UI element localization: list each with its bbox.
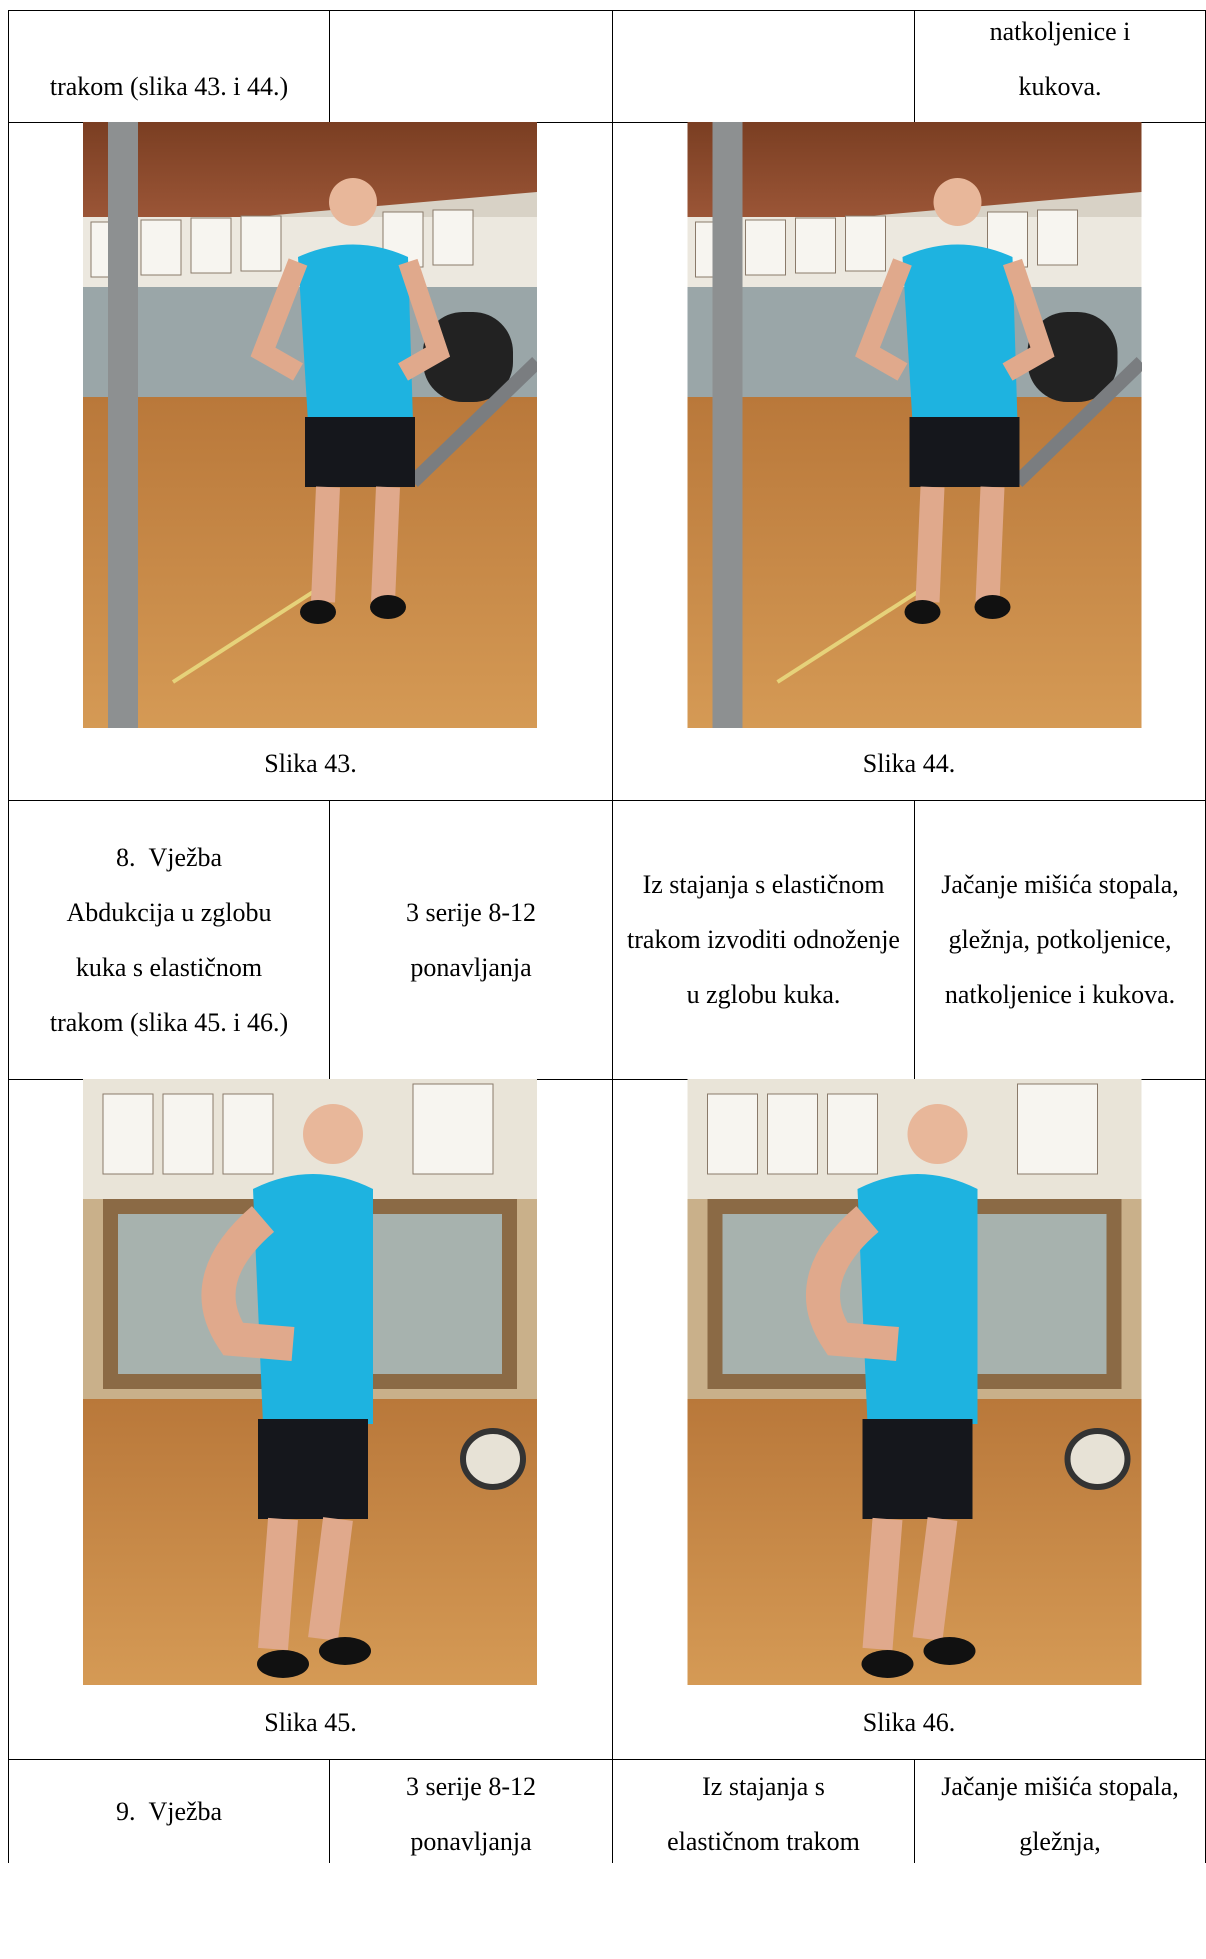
table-cell: Iz stajanja s elastičnom trakom [613,1759,914,1959]
description-text: Iz stajanja s elastičnom trakom [667,1772,860,1856]
table-rule [8,1759,1206,1760]
photo [687,122,1142,728]
table-rule [329,10,330,122]
photo-image [687,1079,1142,1685]
table-rule [8,122,1206,123]
purpose-text: Jačanje mišića stopala, gležnja, potkolj… [941,870,1179,1009]
caption: Slika 45. [264,1708,357,1737]
caption: Slika 46. [862,1708,956,1737]
photo [687,1079,1142,1685]
table-rule [914,800,915,1079]
exercise-text: trakom (slika 43. i 44.) [49,72,289,101]
photo [83,1079,537,1685]
table-rule [8,10,1206,11]
table-cell: natkoljenice i kukova. [915,0,1205,122]
photo-image [83,1079,537,1685]
table-rule [8,10,9,1863]
dosage-text: 3 serije 8-12 ponavljanja [406,1772,536,1856]
description-text: Iz stajanja s elastičnom trakom izvoditi… [627,870,900,1009]
caption: Slika 44. [862,749,956,778]
photo [83,122,537,728]
caption: Slika 43. [264,749,357,778]
exercise-block: 8. Vježba Abdukcija u zglobu kuka s elas… [43,830,295,1050]
table-rule [329,1759,330,1863]
table-cell: 8. Vježba Abdukcija u zglobu kuka s elas… [9,800,329,1079]
photo-image [687,122,1142,728]
purpose-text: natkoljenice i kukova. [989,17,1131,101]
dosage-text: 3 serije 8-12 ponavljanja [406,897,536,982]
table-cell: trakom (slika 43. i 44.) [9,0,329,122]
table-cell: Jačanje mišića stopala, gležnja, [915,1759,1205,1959]
table-rule [914,1759,915,1863]
table-rule [914,10,915,122]
table-rule [8,1079,1206,1080]
table-cell: Jačanje mišića stopala, gležnja, potkolj… [915,800,1205,1079]
exercise-number: 9. [115,1796,136,1826]
exercise-number: 8. [115,842,136,872]
exercise-name: Vježba [148,1796,223,1826]
table-rule [612,10,613,1863]
purpose-text: Jačanje mišića stopala, gležnja, [941,1772,1179,1856]
table-cell: Iz stajanja s elastičnom trakom izvoditi… [613,800,914,1079]
exercise-text: Abdukcija u zglobu kuka s elastičnom tra… [49,897,289,1037]
photo-image [83,122,537,728]
table-cell: 9. Vježba [9,1759,329,1863]
table-rule [8,800,1206,801]
table-rule [329,800,330,1079]
exercise-name: Vježba [148,842,223,872]
table-cell: 3 serije 8-12 ponavljanja [330,1759,612,1959]
page: {"table": {"rows": [ {"exercise": "trako… [8,0,1206,1863]
table-cell: 3 serije 8-12 ponavljanja [330,800,612,1079]
